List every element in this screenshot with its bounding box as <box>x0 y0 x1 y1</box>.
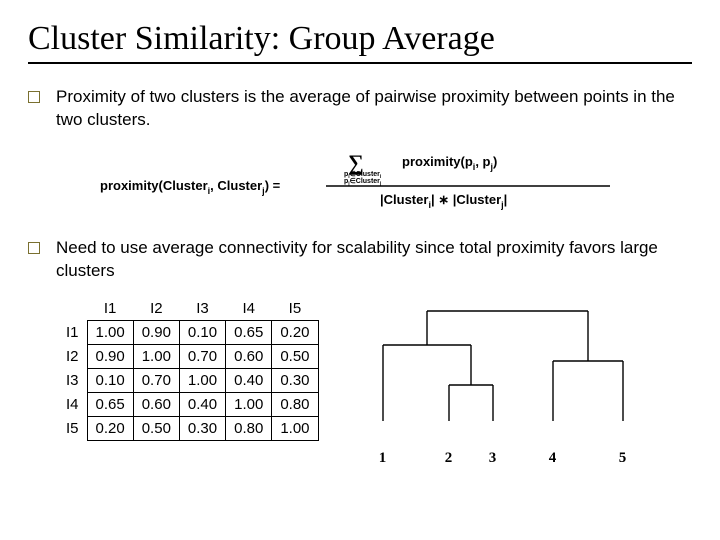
row-header: I2 <box>58 344 87 368</box>
cell: 0.50 <box>133 416 179 440</box>
cell: 0.70 <box>179 344 225 368</box>
cell: 0.90 <box>87 344 133 368</box>
cell: 0.90 <box>133 320 179 344</box>
cell: 0.10 <box>87 368 133 392</box>
cell: 0.70 <box>133 368 179 392</box>
cell: 0.60 <box>226 344 272 368</box>
cell: 1.00 <box>272 416 318 440</box>
cell: 1.00 <box>133 344 179 368</box>
bullet-2-row: Need to use average connectivity for sca… <box>28 237 692 283</box>
cell: 0.60 <box>133 392 179 416</box>
svg-text:proximity(pi, pj): proximity(pi, pj) <box>402 154 497 172</box>
cell: 0.20 <box>272 320 318 344</box>
bullet-marker-icon <box>28 91 40 103</box>
bullet-marker-icon <box>28 242 40 254</box>
formula: proximity(Clusteri, Clusterj) = ∑ pi∈Clu… <box>28 146 692 223</box>
cell: 1.00 <box>179 368 225 392</box>
col-header: I5 <box>272 297 318 321</box>
bullet-1-text: Proximity of two clusters is the average… <box>56 86 692 132</box>
dendro-leaf-label: 5 <box>619 450 627 467</box>
cell: 1.00 <box>87 320 133 344</box>
cell: 1.00 <box>226 392 272 416</box>
dendrogram: 12345 <box>359 297 639 448</box>
bullet-2-text: Need to use average connectivity for sca… <box>56 237 692 283</box>
row-header: I4 <box>58 392 87 416</box>
row-header: I3 <box>58 368 87 392</box>
cell: 0.40 <box>226 368 272 392</box>
col-header: I4 <box>226 297 272 321</box>
cell: 0.65 <box>87 392 133 416</box>
cell: 0.30 <box>179 416 225 440</box>
svg-text:proximity(Clusteri, Clusterj): proximity(Clusteri, Clusterj) = <box>100 178 281 196</box>
cell: 0.30 <box>272 368 318 392</box>
col-header: I1 <box>87 297 133 321</box>
row-header: I5 <box>58 416 87 440</box>
dendro-leaf-label: 1 <box>379 450 387 467</box>
cell: 0.80 <box>272 392 318 416</box>
dendro-leaf-label: 4 <box>549 450 557 467</box>
matrix-header-row: I1 I2 I3 I4 I5 <box>58 297 318 321</box>
svg-text:|Clusteri| ∗ |Clusterj|: |Clusteri| ∗ |Clusterj| <box>380 192 507 210</box>
cell: 0.20 <box>87 416 133 440</box>
cell: 0.40 <box>179 392 225 416</box>
slide-title: Cluster Similarity: Group Average <box>28 20 692 64</box>
dendro-leaf-label: 2 <box>445 450 453 467</box>
cell: 0.65 <box>226 320 272 344</box>
bullet-1-row: Proximity of two clusters is the average… <box>28 86 692 132</box>
dendro-leaf-label: 3 <box>489 450 497 467</box>
cell: 0.10 <box>179 320 225 344</box>
col-header: I2 <box>133 297 179 321</box>
cell: 0.80 <box>226 416 272 440</box>
proximity-matrix: I1 I2 I3 I4 I5 I11.000.900.100.650.20 I2… <box>58 297 319 441</box>
cell: 0.50 <box>272 344 318 368</box>
col-header: I3 <box>179 297 225 321</box>
row-header: I1 <box>58 320 87 344</box>
